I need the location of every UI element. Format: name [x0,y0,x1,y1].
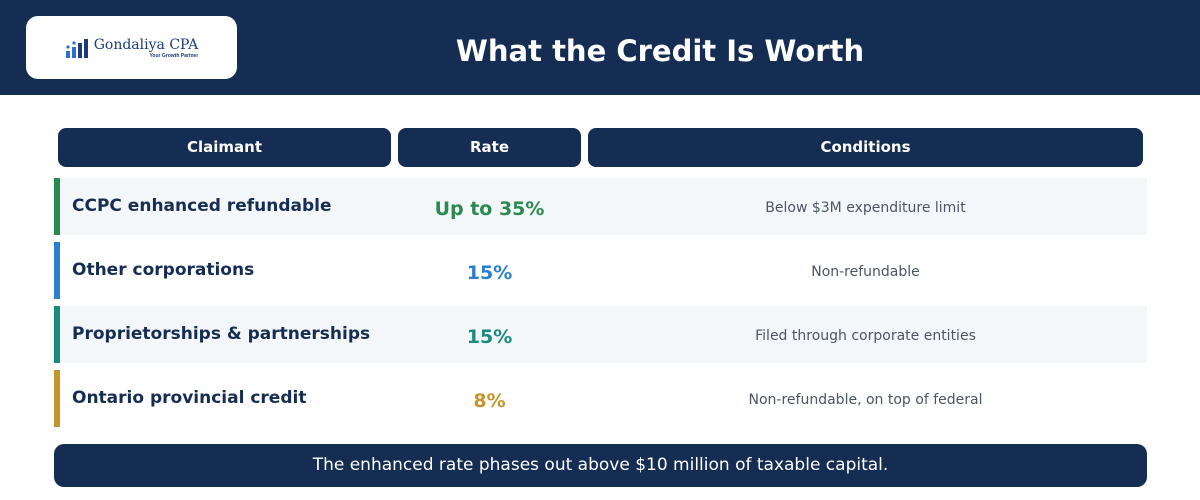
cell-claimant: Other corporations [72,260,255,280]
table-row: Other corporations 15% Non-refundable [54,242,1147,299]
cell-claimant: Proprietorships & partnerships [72,324,371,344]
cell-conditions: Filed through corporate entities [755,328,976,344]
row-accent-bar [54,370,60,427]
logo-name: Gondaliya CPA [93,36,199,53]
column-header-claimant: Claimant [58,128,391,167]
table-row: CCPC enhanced refundable Up to 35% Below… [54,178,1147,235]
cell-rate: Up to 35% [434,198,545,220]
cell-rate: 15% [466,262,513,284]
bar-growth-logo-icon [65,38,88,58]
logo-tagline: Your Growth Partner [149,52,199,59]
table-row: Proprietorships & partnerships 15% Filed… [54,306,1147,363]
cell-claimant: Ontario provincial credit [72,388,307,408]
header-banner: Gondaliya CPA Your Growth Partner What t… [0,0,1200,95]
table-row: Ontario provincial credit 8% Non-refunda… [54,370,1147,427]
column-header-conditions: Conditions [588,128,1143,167]
footer-note: The enhanced rate phases out above $10 m… [54,444,1147,487]
cell-rate: 8% [473,390,506,412]
column-header-rate: Rate [398,128,581,167]
cell-conditions: Non-refundable [811,264,920,280]
row-accent-bar [54,178,60,235]
row-accent-bar [54,306,60,363]
logo: Gondaliya CPA Your Growth Partner [65,36,199,59]
cell-conditions: Below $3M expenditure limit [765,200,966,216]
row-accent-bar [54,242,60,299]
cell-rate: 15% [466,326,513,348]
page-title: What the Credit Is Worth [455,34,865,68]
cell-claimant: CCPC enhanced refundable [72,196,332,216]
cell-conditions: Non-refundable, on top of federal [748,392,983,408]
logo-card: Gondaliya CPA Your Growth Partner [26,16,237,79]
